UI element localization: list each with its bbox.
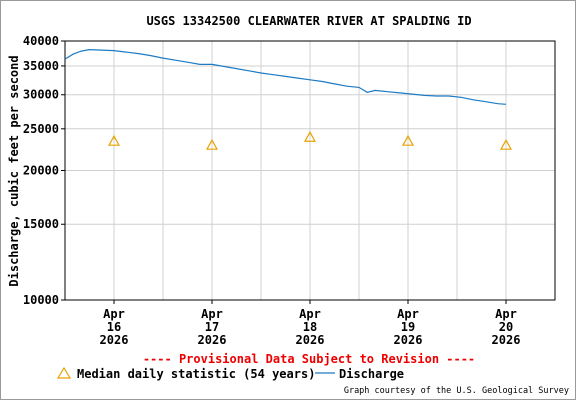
y-tick-label: 15000 (23, 217, 59, 231)
median-marker (499, 138, 513, 150)
y-tick-label: 40000 (23, 34, 59, 48)
chart-title: USGS 13342500 CLEARWATER RIVER AT SPALDI… (146, 14, 471, 28)
x-tick-month: Apr (103, 307, 125, 321)
y-axis-label: Discharge, cubic feet per second (7, 55, 21, 286)
legend-discharge-label: Discharge (339, 367, 404, 381)
x-tick-day: 20 (499, 320, 513, 334)
median-marker (205, 138, 219, 150)
x-tick-day: 16 (107, 320, 121, 334)
x-tick-month: Apr (495, 307, 517, 321)
x-tick-month: Apr (397, 307, 419, 321)
legend-median-marker (56, 366, 72, 379)
graph-credit: Graph courtesy of the U.S. Geological Su… (344, 386, 569, 396)
provisional-notice: ---- Provisional Data Subject to Revisio… (143, 352, 475, 366)
x-tick-day: 18 (303, 320, 317, 334)
median-marker (107, 134, 121, 146)
x-tick-month: Apr (201, 307, 223, 321)
series-layer (64, 48, 513, 150)
y-tick-label: 35000 (23, 59, 59, 73)
median-marker (401, 134, 415, 146)
x-tick-year: 2026 (100, 333, 129, 347)
y-tick-label: 25000 (23, 122, 59, 136)
x-tick-year: 2026 (296, 333, 325, 347)
legend-median-label: Median daily statistic (54 years) (77, 367, 315, 381)
y-tick-label: 20000 (23, 164, 59, 178)
x-axis-ticks: Apr162026Apr172026Apr182026Apr192026Apr2… (100, 300, 521, 347)
y-axis-ticks: 10000 15000 20000 25000 30000 35000 40000 (23, 34, 65, 307)
grid-lines (65, 41, 555, 300)
median-marker (303, 130, 317, 142)
x-tick-year: 2026 (394, 333, 423, 347)
x-tick-year: 2026 (492, 333, 521, 347)
x-tick-day: 17 (205, 320, 219, 334)
y-tick-label: 10000 (23, 293, 59, 307)
x-tick-year: 2026 (198, 333, 227, 347)
y-tick-label: 30000 (23, 88, 59, 102)
legend: Median daily statistic (54 years) Discha… (56, 366, 404, 381)
x-tick-month: Apr (299, 307, 321, 321)
x-tick-day: 19 (401, 320, 415, 334)
discharge-line (64, 48, 507, 105)
